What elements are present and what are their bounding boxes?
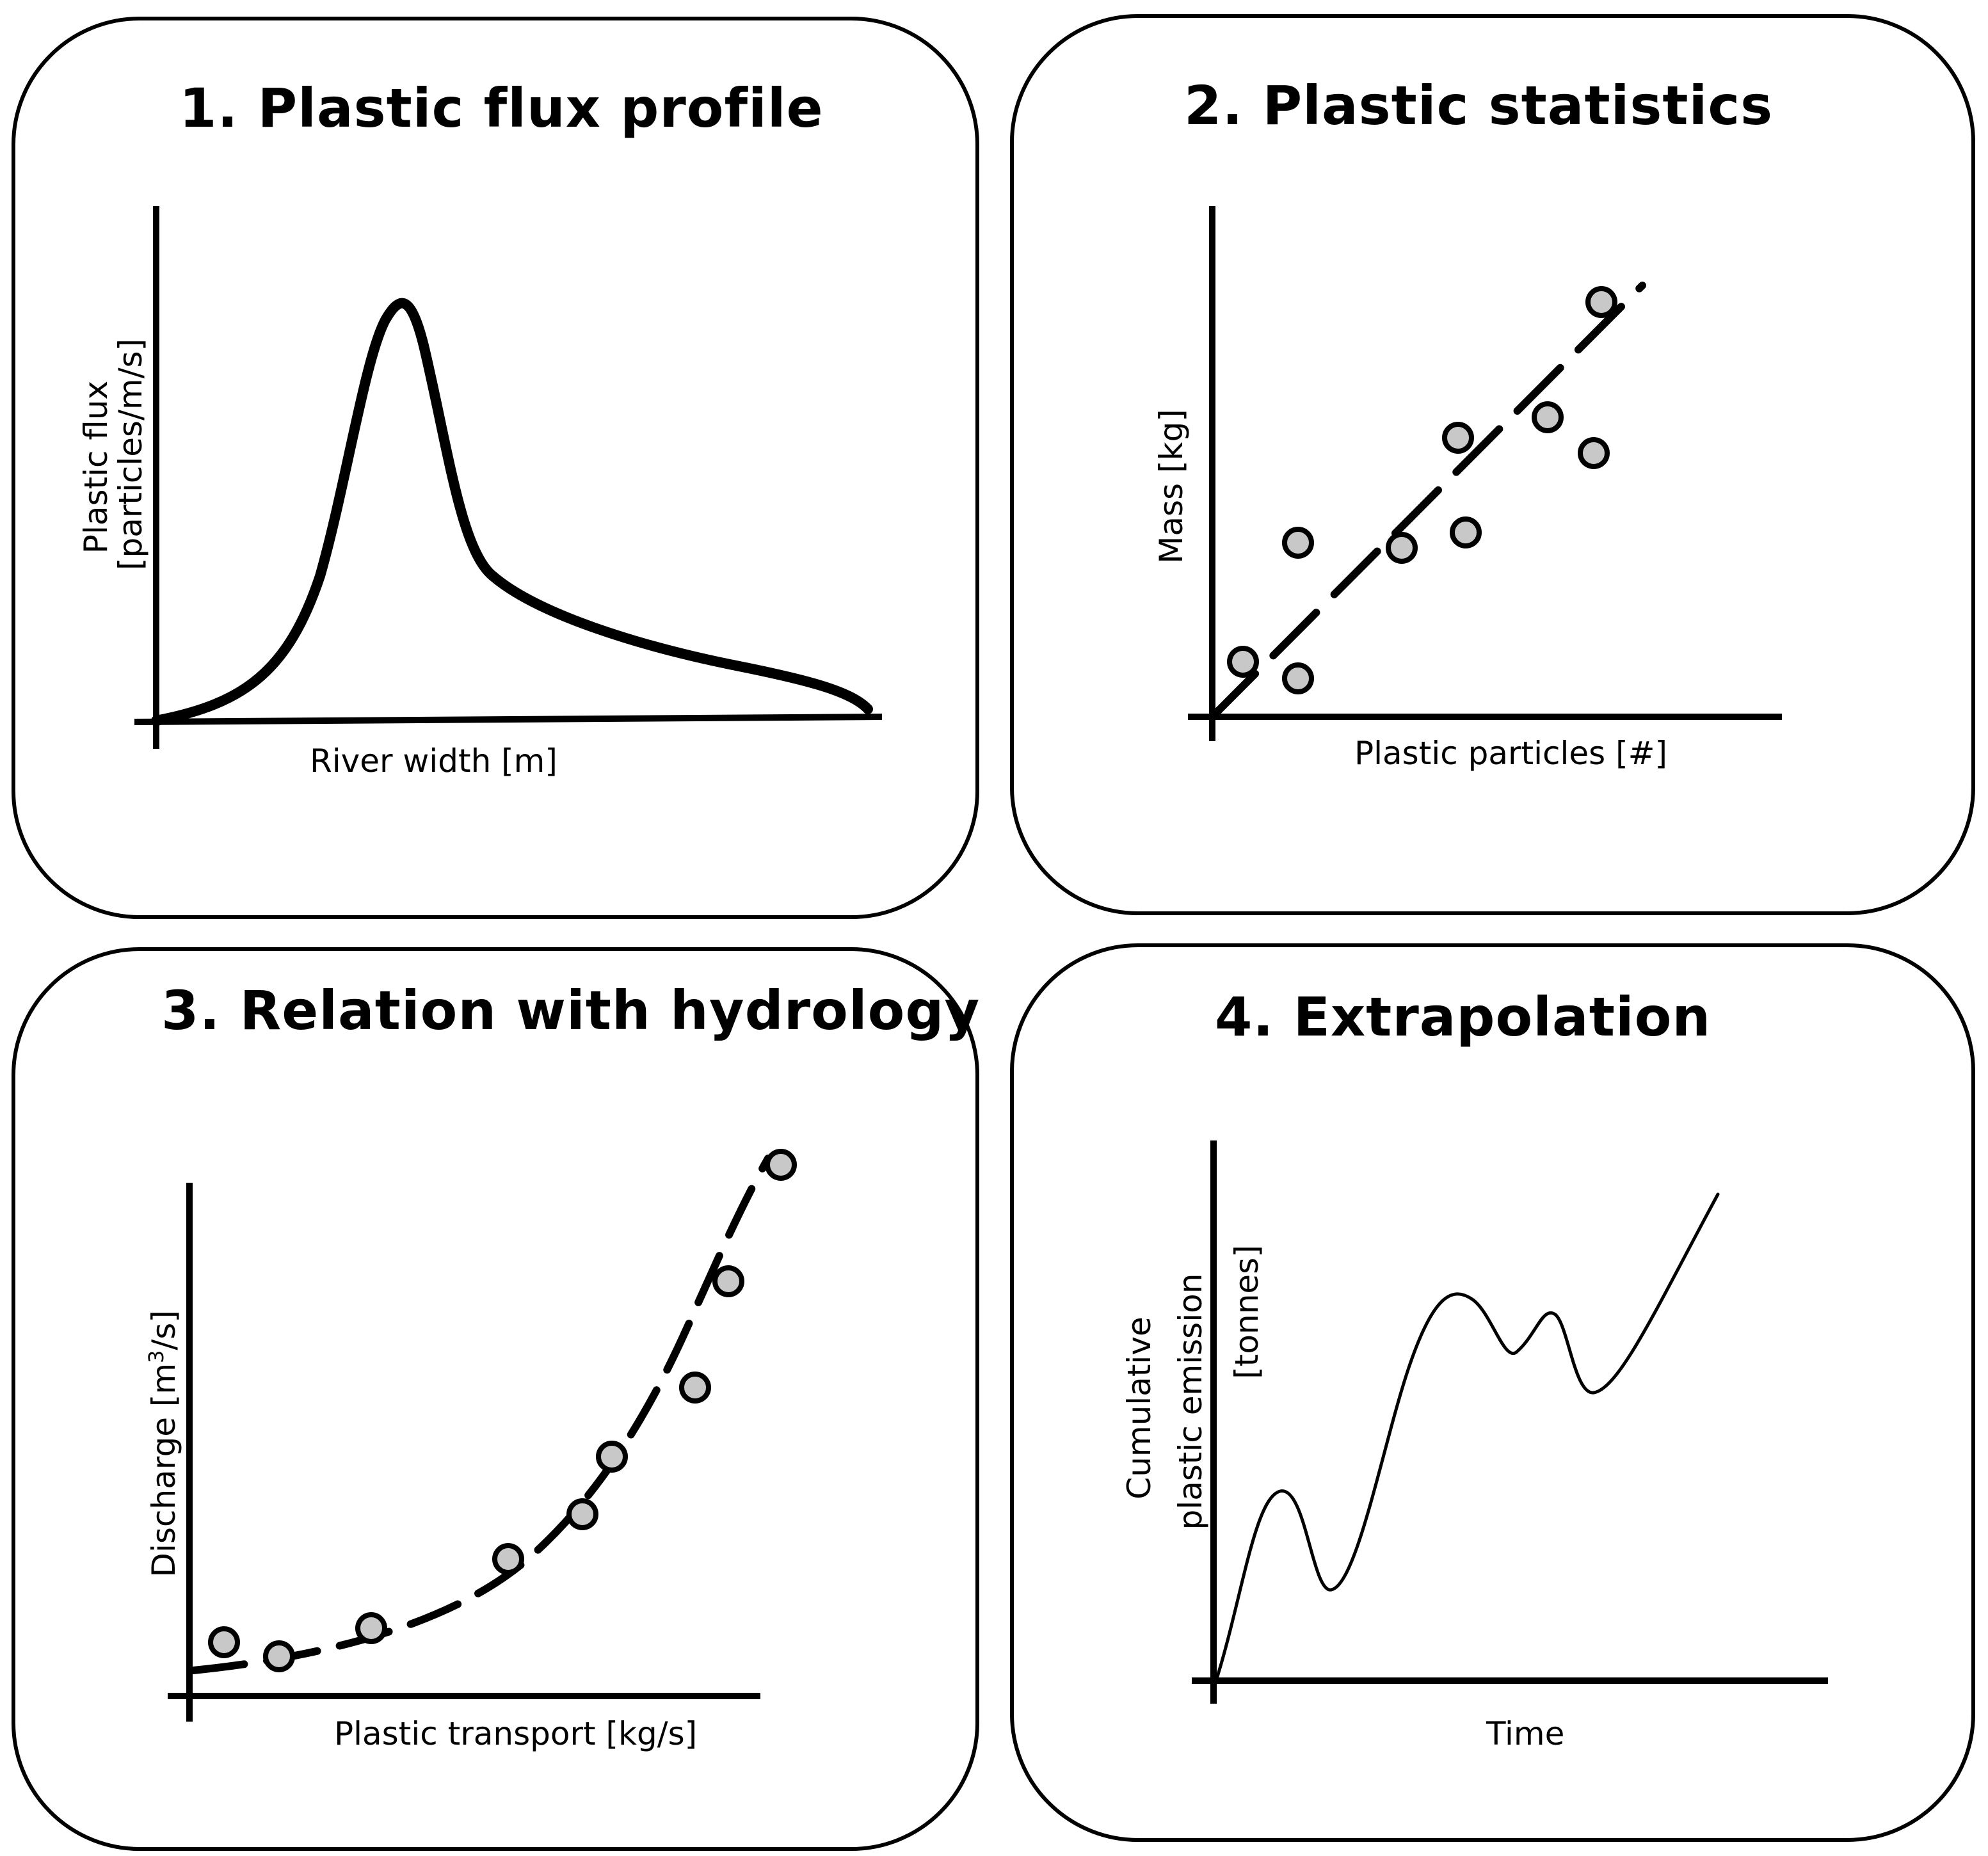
panel-2-x-label: Plastic particles [#] xyxy=(1354,735,1668,772)
panel-4-y-label-line1: Cumulative xyxy=(1121,1316,1158,1500)
panel-3-title: 3. Relation with hydrology xyxy=(161,979,981,1042)
panel-4-y-label-line2: plastic emission xyxy=(1172,1273,1209,1530)
data-point xyxy=(566,1498,598,1530)
panel-3-y-label-main: Discharge [m xyxy=(145,1363,182,1578)
data-point xyxy=(1450,516,1482,548)
data-point xyxy=(765,1149,797,1181)
data-point xyxy=(1227,646,1259,678)
data-point xyxy=(355,1612,387,1644)
data-point xyxy=(1585,286,1617,318)
panel-flux-profile xyxy=(12,17,979,919)
panel-1-flux-curve xyxy=(151,298,873,726)
panel-relation-hydrology xyxy=(12,947,979,1851)
panel-3-axes xyxy=(168,1183,760,1722)
data-point xyxy=(1282,662,1314,694)
data-point xyxy=(1282,527,1314,559)
data-point xyxy=(263,1640,295,1672)
data-point xyxy=(1578,437,1610,469)
panel-2-y-label: Mass [kg] xyxy=(1153,409,1190,564)
data-point xyxy=(1442,422,1474,454)
panel-3-y-label-sup: 3 xyxy=(144,1350,169,1363)
panel-1-title: 1. Plastic flux profile xyxy=(179,77,824,140)
panel-2-points xyxy=(1227,286,1617,694)
panel-4-emission-curve xyxy=(1214,1192,1720,1683)
panel-extrapolation xyxy=(1010,943,1975,1842)
data-point xyxy=(1386,532,1418,564)
panel-4-x-label: Time xyxy=(1486,1715,1565,1752)
panel-plastic-statistics xyxy=(1010,14,1975,915)
panel-1-y-label-line2: [particles/m/s] xyxy=(112,338,149,571)
panel-3-y-label-end: /s] xyxy=(145,1310,182,1350)
panel-4-title: 4. Extrapolation xyxy=(1215,986,1711,1048)
data-point xyxy=(679,1372,711,1404)
data-point xyxy=(1532,401,1564,433)
panel-2-trend-line xyxy=(1208,282,1646,721)
data-point xyxy=(712,1265,744,1297)
panel-2-axes xyxy=(1188,206,1782,741)
panel-3-x-label: Plastic transport [kg/s] xyxy=(334,1715,698,1752)
panel-1-x-label: River width [m] xyxy=(310,742,557,780)
panel-4-axes xyxy=(1192,1140,1828,1704)
data-point xyxy=(596,1441,628,1473)
data-point xyxy=(492,1543,524,1575)
data-point xyxy=(208,1626,240,1658)
panel-1-y-label-line1: Plastic flux xyxy=(77,380,115,554)
panel-1-x-axis xyxy=(134,714,883,725)
panel-4-y-label-line3: [tonnes] xyxy=(1228,1245,1265,1379)
panel-3-points xyxy=(208,1149,797,1672)
panel-3-trend-curve xyxy=(189,1155,772,1674)
panel-2-title: 2. Plastic statistics xyxy=(1184,74,1774,137)
panel-3-y-label: Discharge [m3/s] xyxy=(137,1303,183,1585)
panel-1-axes xyxy=(134,206,883,749)
